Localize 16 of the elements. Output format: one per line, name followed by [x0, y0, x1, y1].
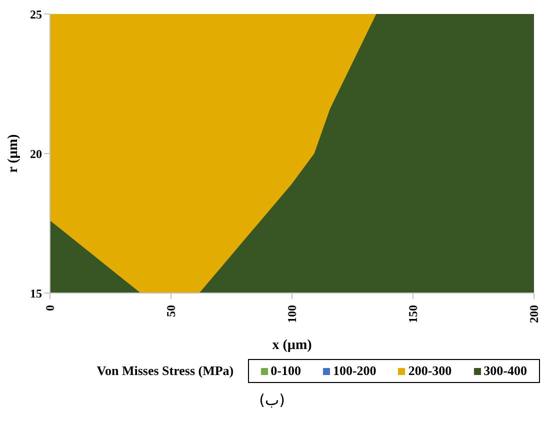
x-tick-label: 100 — [285, 305, 299, 323]
y-tick-label: 15 — [30, 286, 42, 300]
y-tick-label: 25 — [30, 7, 42, 22]
legend-title: Von Misses Stress (MPa) — [96, 363, 234, 379]
y-axis-title: r (µm) — [6, 134, 21, 173]
x-axis-title: x (µm) — [272, 338, 312, 353]
x-tick-label: 200 — [527, 305, 541, 323]
legend-label: 0-100 — [270, 363, 301, 379]
x-tick-label: 0 — [43, 305, 57, 311]
legend-label: 300-400 — [482, 363, 527, 379]
legend-label: 200-300 — [407, 363, 452, 379]
x-tick-label: 50 — [164, 305, 178, 317]
y-tick-label: 20 — [30, 146, 42, 161]
legend-label: 100-200 — [332, 363, 376, 379]
text: (ب) — [258, 391, 286, 409]
x-tick-label: 150 — [406, 305, 420, 323]
